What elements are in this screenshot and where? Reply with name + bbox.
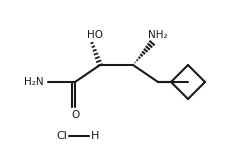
Text: Cl: Cl: [57, 131, 68, 141]
Text: O: O: [71, 110, 79, 120]
Text: NH₂: NH₂: [148, 30, 168, 40]
Text: H: H: [91, 131, 99, 141]
Text: HO: HO: [87, 30, 103, 40]
Text: H₂N: H₂N: [24, 77, 44, 87]
